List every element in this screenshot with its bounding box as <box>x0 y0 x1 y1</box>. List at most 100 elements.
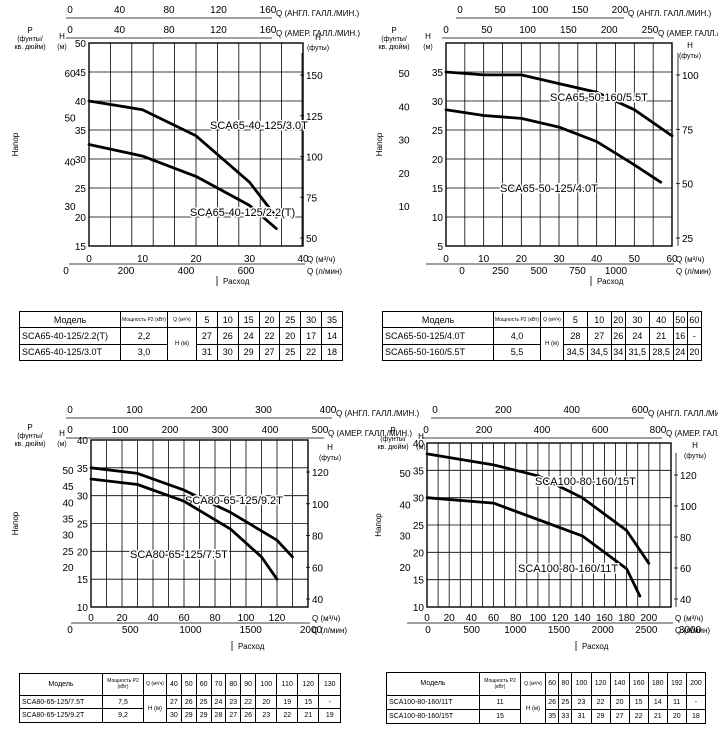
lmin-tick-label: 2000 <box>300 625 323 636</box>
lmin-tick-label: 200 <box>118 266 135 277</box>
header-h: H (м) <box>143 694 167 724</box>
model-name: SCA80-65-125/7.5T <box>19 694 103 710</box>
psi-tick-label: 50 <box>399 469 411 480</box>
ukgal-tick-label: 300 <box>255 405 272 416</box>
psi-tick-label: 20 <box>399 563 411 574</box>
x-tick-label: 40 <box>147 613 159 624</box>
model-name: SCA80-65-125/9.2T <box>19 708 103 723</box>
h-value: 29 <box>180 708 197 723</box>
y-tick-label: 45 <box>75 68 87 79</box>
h-value: 22 <box>276 708 299 723</box>
ft-unit-label: (футы) <box>684 453 706 460</box>
ft-unit-label: (футы) <box>679 53 701 60</box>
y-tick-label: 35 <box>432 68 444 79</box>
lmin-tick-label: 3000 <box>679 625 702 636</box>
q-value: 100 <box>255 673 278 696</box>
series-curve-1 <box>425 452 651 565</box>
q-value: 10 <box>586 310 612 329</box>
q-value: 25 <box>279 310 302 329</box>
usgal-tick-label: 400 <box>534 425 551 436</box>
h-value: 27 <box>166 694 182 710</box>
ft-tick-label: 100 <box>680 502 697 513</box>
h-value: 28,5 <box>648 343 674 362</box>
usgal-tick-label: 200 <box>476 425 493 436</box>
h-value: 31 <box>571 708 592 725</box>
ft-tick-label: 25 <box>682 234 694 245</box>
model-name: SCA65-40-125/3.0T <box>19 343 121 362</box>
series-label: SCA100-80-160/11T <box>518 563 618 575</box>
h-value: 31,5 <box>624 343 650 362</box>
header-model: Модель <box>19 310 121 329</box>
power-value: 15 <box>479 708 521 725</box>
q-value: 20 <box>258 310 281 329</box>
flow-label: Расход <box>597 277 624 286</box>
ukgal-tick-label: 200 <box>612 5 629 16</box>
header-h: H (м) <box>167 327 197 361</box>
usgal-tick-label: 50 <box>481 25 493 36</box>
usgal-tick-label: 0 <box>443 25 449 36</box>
h-value: 22 <box>300 343 323 362</box>
model-name: SCA65-40-125/2.2(T) <box>19 327 121 345</box>
h-value: - <box>686 327 703 345</box>
ukgal-tick-label: 120 <box>210 5 227 16</box>
lmin-tick-label: 500 <box>531 266 548 277</box>
h-value: 31 <box>196 343 218 362</box>
h-value: - <box>318 694 341 710</box>
y-tick-label: 40 <box>75 97 87 108</box>
ukgal-tick-label: 600 <box>632 405 649 416</box>
y-tick-label: 30 <box>77 492 89 503</box>
ukgal-tick-label: 80 <box>163 5 175 16</box>
ukgal-tick-label: 200 <box>495 405 512 416</box>
psi-tick-label: 20 <box>398 169 410 180</box>
lmin-tick-label: 500 <box>463 625 480 636</box>
h-value: 19 <box>318 708 341 723</box>
usgal-tick-label: 200 <box>162 425 179 436</box>
x-tick-label: 0 <box>88 613 94 624</box>
q-value: 30 <box>624 310 650 329</box>
h-value: 30 <box>216 343 239 362</box>
usgal-tick-label: 0 <box>67 25 73 36</box>
p-label: P <box>27 26 32 35</box>
h-value: 29 <box>237 343 260 362</box>
ukgal-tick-label: 0 <box>67 405 73 416</box>
usgal-tick-label: 0 <box>67 425 73 436</box>
y-tick-label: 50 <box>75 39 87 50</box>
series-curve-2 <box>89 477 279 581</box>
qm3-axis-label: Q (м³/ч) <box>312 614 341 623</box>
ukgal-tick-label: 200 <box>191 405 208 416</box>
y-tick-label: 40 <box>413 439 425 450</box>
q-value: 40 <box>648 310 674 329</box>
h-value: 20 <box>255 694 278 710</box>
lmin-tick-label: 500 <box>122 625 139 636</box>
y-tick-label: 40 <box>77 436 89 447</box>
h-value: 15 <box>297 694 320 710</box>
qm3-axis-label: Q (м³/ч) <box>307 255 336 264</box>
header-h: H (м) <box>520 694 546 725</box>
q-value: 160 <box>628 672 649 696</box>
psi-tick-label: 30 <box>62 531 74 542</box>
y-tick-label: 15 <box>77 575 89 586</box>
usgal-tick-label: 100 <box>112 425 129 436</box>
model-name: SCA100-80-160/15T <box>386 708 480 725</box>
p-unit-label: (фунты/ <box>17 36 43 43</box>
performance-table-4: Модель Мощность P2 (кВт) Q (м³/ч) 60 80 100 12… <box>386 672 707 725</box>
header-q: Q (м³/ч) <box>167 310 197 329</box>
q-value: 180 <box>647 672 668 696</box>
psi-tick-label: 60 <box>64 69 76 80</box>
h-value: 17 <box>300 327 323 345</box>
ukgal-tick-label: 100 <box>126 405 143 416</box>
series-label: SCA65-50-125/4.0T <box>500 183 598 195</box>
q-value: 15 <box>237 310 260 329</box>
psi-tick-label: 30 <box>64 202 76 213</box>
q-value: 50 <box>180 673 197 696</box>
lmin-tick-label: 1000 <box>605 266 628 277</box>
lmin-tick-label: 1000 <box>179 625 202 636</box>
x-tick-label: 100 <box>530 613 547 624</box>
y-tick-label: 20 <box>413 548 425 559</box>
q-value: 50 <box>672 310 688 329</box>
flow-label: Расход <box>223 277 250 286</box>
flow-label: Расход <box>238 642 265 651</box>
psi-tick-label: 10 <box>398 202 410 213</box>
